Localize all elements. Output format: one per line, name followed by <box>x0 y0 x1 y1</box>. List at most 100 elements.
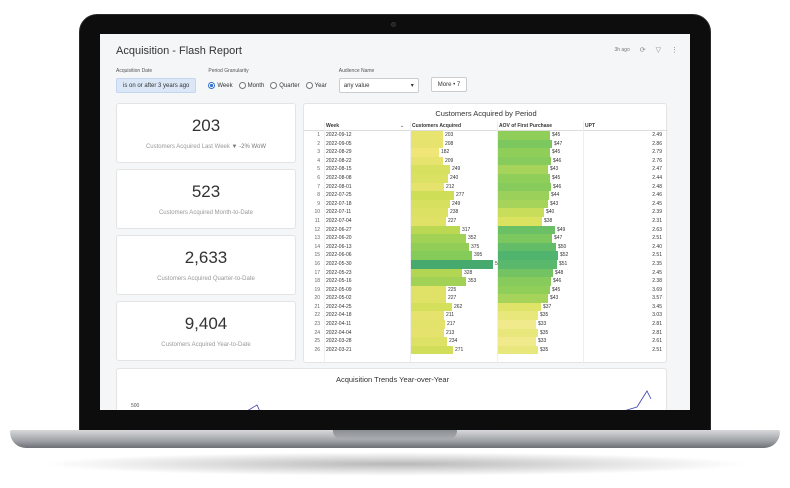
aov-bar <box>498 259 557 269</box>
row-number: 2 <box>317 140 320 147</box>
more-filters-button[interactable]: More • 7 <box>430 77 468 92</box>
period-radio-group: Week Month Quarter Year <box>208 78 327 93</box>
cell-customers: 225 <box>448 286 457 293</box>
customers-bar <box>411 156 443 166</box>
cell-upt: 2.61 <box>652 338 662 345</box>
cell-week: 2022-07-04 <box>326 217 352 224</box>
row-number: 12 <box>314 226 320 233</box>
customers-bar <box>411 294 446 303</box>
customers-bar <box>411 216 446 226</box>
radio-month[interactable]: Month <box>238 82 265 89</box>
laptop-notch <box>333 430 457 439</box>
cell-upt: 2.51 <box>652 346 662 353</box>
table-row[interactable]: 15 2022-06-06 395 $52 2.51 <box>304 251 668 260</box>
table-row[interactable]: 12 2022-06-27 317 $49 2.63 <box>304 225 668 235</box>
table-row[interactable]: 17 2022-05-23 328 $48 2.45 <box>304 268 668 278</box>
cell-customers: 182 <box>441 149 450 156</box>
cell-aov: $51 <box>559 260 568 267</box>
row-number: 9 <box>317 200 320 207</box>
row-number: 7 <box>317 183 320 190</box>
table-row[interactable]: 18 2022-05-16 353 $46 2.38 <box>304 277 668 286</box>
cell-customers: 238 <box>450 209 459 216</box>
cell-week: 2022-09-05 <box>326 140 352 147</box>
table-row[interactable]: 2 2022-09-05 208 $47 2.86 <box>304 139 668 149</box>
customers-bar <box>411 285 446 295</box>
row-number: 11 <box>314 217 320 224</box>
cell-customers: 328 <box>464 269 473 276</box>
table-header: Week ⌄ Customers Acquired AOV of First P… <box>304 121 668 131</box>
customers-bar <box>411 191 454 200</box>
col-upt[interactable]: UPT <box>585 123 595 129</box>
table-row[interactable]: 19 2022-05-09 225 $45 3.69 <box>304 285 668 295</box>
cell-customers: 262 <box>454 303 463 310</box>
filter-icon[interactable]: ▽ <box>655 47 661 54</box>
cell-upt: 2.39 <box>652 209 662 216</box>
kpi-label: Customers Acquired Month-to-Date <box>158 210 254 216</box>
trend-chart-card: Acquisition Trends Year-over-Year 500 <box>116 368 667 410</box>
customers-bar <box>411 173 448 183</box>
table-row[interactable]: 20 2022-05-02 227 $43 3.57 <box>304 294 668 303</box>
col-customers[interactable]: Customers Acquired <box>412 123 461 129</box>
table-row[interactable]: 13 2022-06-20 352 $47 2.51 <box>304 234 668 243</box>
col-aov[interactable]: AOV of First Purchase <box>499 123 553 129</box>
aov-bar <box>498 320 536 329</box>
sort-desc-icon[interactable]: ⌄ <box>400 123 405 129</box>
table-row[interactable]: 21 2022-04-25 262 $37 3.45 <box>304 302 668 312</box>
refresh-icon[interactable]: ⟳ <box>639 47 646 54</box>
cell-week: 2022-08-08 <box>326 174 352 181</box>
cell-customers: 208 <box>445 140 454 147</box>
table-row[interactable]: 7 2022-08-01 212 $46 2.48 <box>304 182 668 192</box>
table-row[interactable]: 25 2022-03-28 234 $33 2.61 <box>304 337 668 346</box>
acquisition-date-chip[interactable]: is on or after 3 years ago <box>116 78 197 93</box>
table-row[interactable]: 14 2022-06-13 375 $50 2.40 <box>304 242 668 252</box>
aov-value: 50 <box>560 243 567 250</box>
cell-aov: $40 <box>546 209 555 216</box>
table-row[interactable]: 4 2022-08-22 209 $46 2.76 <box>304 156 668 166</box>
cell-week: 2022-05-09 <box>326 286 352 293</box>
cell-week: 2022-09-12 <box>326 132 352 138</box>
row-number: 22 <box>314 312 320 319</box>
kpi-value: 203 <box>191 116 221 135</box>
aov-bar <box>498 208 544 217</box>
table-row[interactable]: 23 2022-04-11 217 $33 2.81 <box>304 320 668 329</box>
cell-upt: 2.35 <box>652 260 662 267</box>
cell-upt: 2.49 <box>652 132 662 138</box>
row-number: 23 <box>314 321 320 328</box>
radio-week[interactable]: Week <box>208 82 233 89</box>
aov-value: 45 <box>554 149 561 156</box>
radio-label: Month <box>247 82 265 89</box>
cell-aov: $45 <box>552 149 561 156</box>
table-row[interactable]: 6 2022-08-08 240 $45 2.44 <box>304 173 668 183</box>
table-row[interactable]: 5 2022-08-15 249 $43 2.47 <box>304 165 668 174</box>
aov-value: 46 <box>555 183 562 190</box>
aov-bar <box>498 302 541 312</box>
aov-value: 33 <box>540 338 547 345</box>
table-row[interactable]: 26 2022-03-21 271 $35 2.51 <box>304 345 668 355</box>
col-week[interactable]: Week <box>326 123 339 129</box>
customers-bar <box>411 302 452 312</box>
laptop-shadow <box>40 452 750 476</box>
radio-year[interactable]: Year <box>305 82 327 89</box>
table-row[interactable]: 1 2022-09-12 203 $45 2.49 <box>304 131 668 140</box>
kebab-menu-icon[interactable]: ⋮ <box>671 47 678 54</box>
table-row[interactable]: 9 2022-07-18 249 $43 2.45 <box>304 199 668 209</box>
cell-customers: 249 <box>452 166 461 173</box>
audience-select[interactable]: any value ▾ <box>338 78 419 93</box>
table-row[interactable]: 8 2022-07-25 277 $44 2.46 <box>304 191 668 200</box>
table-row[interactable]: 11 2022-07-04 227 $38 2.31 <box>304 216 668 226</box>
customers-bar <box>411 251 472 260</box>
cell-week: 2022-08-15 <box>326 166 352 173</box>
table-row[interactable]: 3 2022-08-29 182 $45 2.79 <box>304 148 668 157</box>
radio-quarter[interactable]: Quarter <box>270 82 300 89</box>
table-row[interactable]: 22 2022-04-18 211 $35 3.03 <box>304 311 668 321</box>
kpi-card-quarter: 2,633 Customers Acquired Quarter-to-Date <box>116 235 296 295</box>
aov-value: 33 <box>540 321 547 328</box>
aov-value: 43 <box>552 166 559 173</box>
cell-upt: 2.86 <box>652 140 662 147</box>
table-row[interactable]: 10 2022-07-11 238 $40 2.39 <box>304 208 668 217</box>
customers-bar <box>411 165 450 174</box>
cell-aov: $49 <box>557 226 566 233</box>
table-row[interactable]: 24 2022-04-04 213 $35 2.81 <box>304 328 668 338</box>
cell-aov: $45 <box>552 132 561 138</box>
